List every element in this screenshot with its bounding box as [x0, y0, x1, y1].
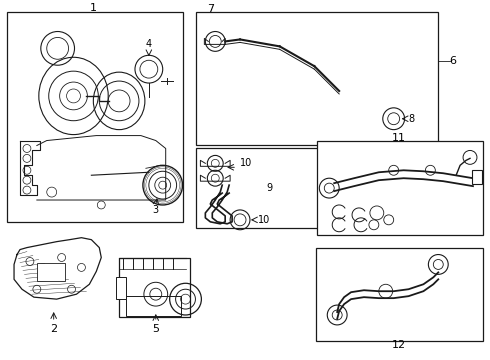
Text: 10: 10: [258, 215, 270, 225]
Text: 6: 6: [450, 56, 457, 66]
Bar: [317, 248, 483, 341]
Text: 4: 4: [146, 39, 152, 49]
Text: 11: 11: [392, 132, 406, 143]
Text: 10: 10: [240, 158, 252, 168]
Bar: [37, 264, 65, 281]
Text: 9: 9: [267, 183, 273, 193]
Text: 1: 1: [90, 3, 97, 13]
Text: 7: 7: [207, 4, 214, 14]
Bar: [318, 140, 483, 235]
Bar: [472, 170, 482, 184]
Bar: [196, 148, 347, 228]
Text: 12: 12: [392, 340, 406, 350]
Text: 2: 2: [50, 324, 57, 334]
Bar: [116, 277, 126, 299]
Text: 8: 8: [409, 114, 415, 124]
Bar: [119, 257, 191, 317]
Bar: [126, 296, 181, 316]
Bar: [196, 12, 438, 145]
Text: 5: 5: [152, 324, 159, 334]
Text: 3: 3: [153, 205, 159, 215]
Bar: [7, 12, 183, 222]
